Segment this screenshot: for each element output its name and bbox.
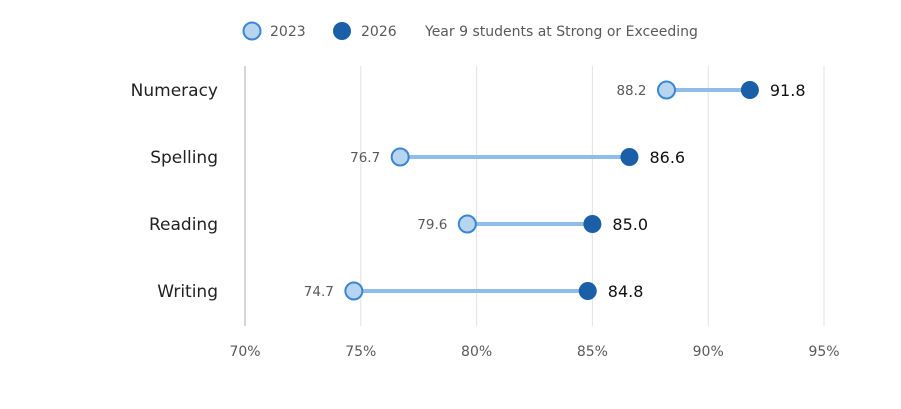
point-2026 — [583, 215, 602, 233]
category-label: Writing — [157, 282, 218, 302]
point-2023 — [390, 147, 410, 167]
chart-row: Reading 79.6 85.0 — [149, 214, 648, 235]
category-label: Reading — [149, 215, 218, 235]
legend-label-2026: 2026 — [361, 24, 397, 40]
value-label-2026: 91.8 — [770, 81, 806, 100]
value-label-2023: 76.7 — [350, 150, 380, 166]
chart-row: Numeracy 88.2 91.8 — [131, 80, 806, 101]
point-2023 — [457, 214, 477, 234]
x-tick-label: 90% — [693, 344, 724, 360]
category-label: Spelling — [150, 148, 218, 168]
x-axis-ticks: 70% 75% 80% 85% 90% 95% — [229, 344, 839, 360]
chart-rows: Numeracy 88.2 91.8 Spelling 76.7 86.6 Reading 7… — [131, 80, 806, 302]
value-label-2026: 85.0 — [612, 215, 648, 234]
x-tick-label: 75% — [345, 344, 376, 360]
point-2026 — [740, 81, 759, 99]
chart-row: Writing 74.7 84.8 — [157, 281, 644, 302]
value-label-2023: 79.6 — [417, 217, 447, 233]
point-2026 — [578, 282, 597, 300]
value-label-2026: 84.8 — [608, 282, 644, 301]
point-2023 — [344, 281, 364, 301]
chart-row: Spelling 76.7 86.6 — [150, 147, 685, 168]
legend: 2023 2026 Year 9 students at Strong or E… — [242, 21, 698, 41]
value-label-2023: 74.7 — [304, 284, 334, 300]
category-label: Numeracy — [131, 81, 218, 101]
legend-marker-2023 — [242, 21, 262, 41]
legend-label-2023: 2023 — [270, 24, 306, 40]
x-tick-label: 95% — [808, 344, 839, 360]
point-2023 — [657, 80, 677, 100]
x-tick-label: 80% — [461, 344, 492, 360]
x-tick-label: 70% — [229, 344, 260, 360]
value-label-2023: 88.2 — [616, 83, 646, 99]
point-2026 — [620, 148, 639, 166]
gridlines — [244, 66, 825, 326]
legend-marker-2026 — [333, 22, 351, 40]
chart-title: Year 9 students at Strong or Exceeding — [424, 24, 698, 40]
x-tick-label: 85% — [577, 344, 608, 360]
value-label-2026: 86.6 — [649, 148, 685, 167]
